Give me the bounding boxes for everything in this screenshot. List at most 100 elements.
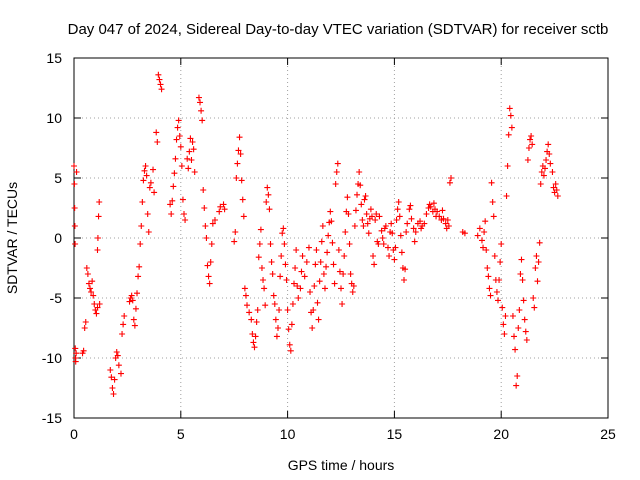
data-point bbox=[361, 196, 368, 203]
data-point bbox=[508, 124, 515, 131]
data-point bbox=[258, 265, 265, 271]
data-point bbox=[398, 249, 405, 256]
data-point bbox=[119, 331, 126, 337]
data-point bbox=[251, 344, 258, 351]
data-point bbox=[486, 285, 493, 292]
data-point bbox=[382, 223, 389, 229]
data-point bbox=[154, 139, 161, 145]
data-point bbox=[421, 220, 428, 227]
data-point bbox=[305, 244, 312, 251]
data-point bbox=[83, 265, 90, 271]
data-point bbox=[184, 155, 191, 162]
data-point bbox=[140, 177, 147, 184]
data-point bbox=[518, 256, 525, 263]
data-point bbox=[144, 211, 151, 217]
data-point bbox=[403, 229, 410, 235]
data-point bbox=[516, 307, 523, 313]
data-point bbox=[136, 263, 143, 270]
data-point bbox=[522, 328, 529, 335]
data-point bbox=[155, 71, 162, 78]
data-point bbox=[427, 203, 434, 210]
data-point bbox=[268, 259, 275, 265]
data-point bbox=[72, 345, 79, 352]
data-point bbox=[488, 179, 495, 186]
data-point bbox=[329, 239, 336, 246]
data-point bbox=[536, 239, 543, 246]
data-point bbox=[493, 289, 500, 295]
data-point bbox=[188, 157, 195, 163]
data-point bbox=[528, 133, 535, 139]
data-point bbox=[461, 230, 468, 237]
x-tick-label: 15 bbox=[387, 426, 403, 442]
data-point bbox=[235, 147, 242, 154]
data-point bbox=[205, 273, 212, 280]
data-point bbox=[331, 280, 338, 287]
data-point bbox=[108, 374, 115, 381]
y-tick-label: -10 bbox=[42, 350, 62, 366]
data-point bbox=[375, 241, 382, 247]
data-point bbox=[283, 277, 290, 283]
data-point bbox=[330, 261, 337, 268]
data-point bbox=[146, 184, 153, 191]
data-point bbox=[107, 367, 114, 373]
data-point bbox=[71, 205, 78, 211]
data-point bbox=[303, 259, 310, 265]
data-point bbox=[482, 218, 489, 225]
data-point bbox=[171, 170, 178, 177]
data-point bbox=[191, 169, 198, 175]
data-point bbox=[236, 134, 243, 141]
data-point bbox=[347, 271, 354, 277]
data-point bbox=[444, 217, 451, 223]
data-point bbox=[500, 321, 507, 328]
data-point bbox=[499, 304, 506, 311]
data-point bbox=[221, 206, 228, 213]
data-point bbox=[94, 235, 101, 241]
data-point bbox=[71, 223, 78, 229]
data-point bbox=[521, 316, 528, 323]
data-point bbox=[519, 277, 526, 283]
data-point bbox=[85, 280, 92, 287]
data-point bbox=[298, 268, 305, 275]
data-point bbox=[114, 352, 121, 359]
data-point bbox=[198, 107, 205, 114]
data-point bbox=[284, 307, 291, 313]
data-point bbox=[481, 229, 488, 235]
data-point bbox=[506, 105, 513, 112]
data-point bbox=[82, 319, 89, 325]
y-tick-label: -5 bbox=[50, 290, 63, 306]
data-point bbox=[250, 339, 257, 346]
data-point bbox=[263, 199, 270, 205]
data-point bbox=[231, 238, 238, 245]
data-point bbox=[73, 350, 80, 357]
data-point bbox=[266, 206, 273, 213]
data-point bbox=[294, 283, 301, 289]
y-tick-label: 5 bbox=[54, 170, 62, 186]
data-point bbox=[440, 215, 447, 222]
data-point bbox=[260, 277, 267, 283]
data-point bbox=[234, 160, 241, 167]
data-point bbox=[138, 223, 145, 229]
data-point bbox=[359, 217, 366, 223]
data-point bbox=[71, 181, 78, 187]
data-point bbox=[376, 213, 383, 220]
data-point bbox=[84, 271, 91, 277]
data-point bbox=[395, 199, 402, 205]
data-point bbox=[364, 220, 371, 227]
data-point bbox=[533, 253, 540, 259]
data-point bbox=[513, 382, 520, 389]
data-point bbox=[173, 136, 180, 143]
data-point bbox=[349, 289, 356, 295]
data-point bbox=[156, 76, 163, 83]
data-point bbox=[216, 208, 223, 215]
data-point bbox=[358, 201, 365, 208]
data-point bbox=[341, 253, 348, 259]
data-point bbox=[393, 217, 400, 223]
data-point bbox=[351, 223, 358, 229]
data-point bbox=[233, 175, 240, 181]
data-point bbox=[491, 253, 498, 259]
data-point bbox=[546, 151, 553, 157]
data-point bbox=[287, 347, 294, 354]
data-point bbox=[401, 277, 408, 283]
data-point bbox=[483, 247, 490, 253]
data-point bbox=[352, 207, 359, 214]
